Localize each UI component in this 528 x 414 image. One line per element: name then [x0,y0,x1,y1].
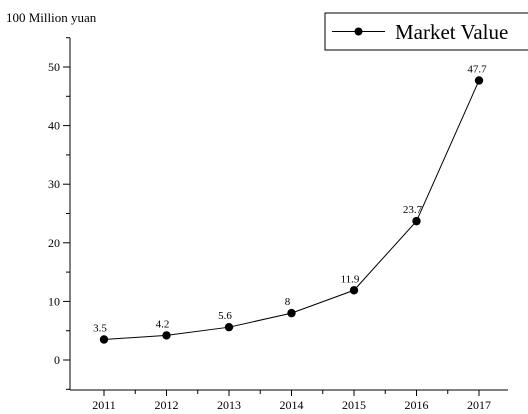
data-point [287,308,296,318]
y-tick-label: 20 [48,236,60,250]
y-tick-label: 40 [48,119,60,133]
legend-label: Market Value [395,20,508,44]
y-tick-label: 0 [54,353,60,367]
series-market-value: 3.5 4.2 5.6 8 11.9 23.7 47.7 [93,63,487,344]
data-point [474,76,484,85]
y-axis-title: 100 Million yuan [6,10,97,25]
data-label: 11.9 [341,273,360,285]
y-tick-label: 30 [48,177,60,191]
data-point [224,322,234,332]
data-label: 47.7 [467,63,487,75]
data-label: 23.7 [403,204,423,216]
legend-marker [354,27,363,36]
legend: Market Value [324,12,528,51]
x-tick-label: 2017 [467,398,491,412]
data-label: 5.6 [218,310,232,322]
data-point [412,216,421,226]
x-tick-label: 2013 [217,398,241,412]
data-label: 8 [285,296,291,308]
data-point [99,335,109,344]
data-point [162,331,171,340]
y-tick-label: 50 [48,60,60,74]
x-ticks: 2011 2012 2013 2014 2015 2016 2017 [92,390,491,412]
x-tick-label: 2015 [342,398,366,412]
data-point [349,286,359,295]
y-tick-label: 10 [48,294,60,308]
x-tick-label: 2016 [405,398,429,412]
x-tick-label: 2011 [92,398,116,412]
x-tick-label: 2014 [280,398,304,412]
data-label: 3.5 [93,322,107,334]
y-ticks: 0 10 20 30 40 50 [48,37,70,390]
x-tick-label: 2012 [155,398,179,412]
series-line [103,80,480,340]
data-label: 4.2 [156,318,170,330]
